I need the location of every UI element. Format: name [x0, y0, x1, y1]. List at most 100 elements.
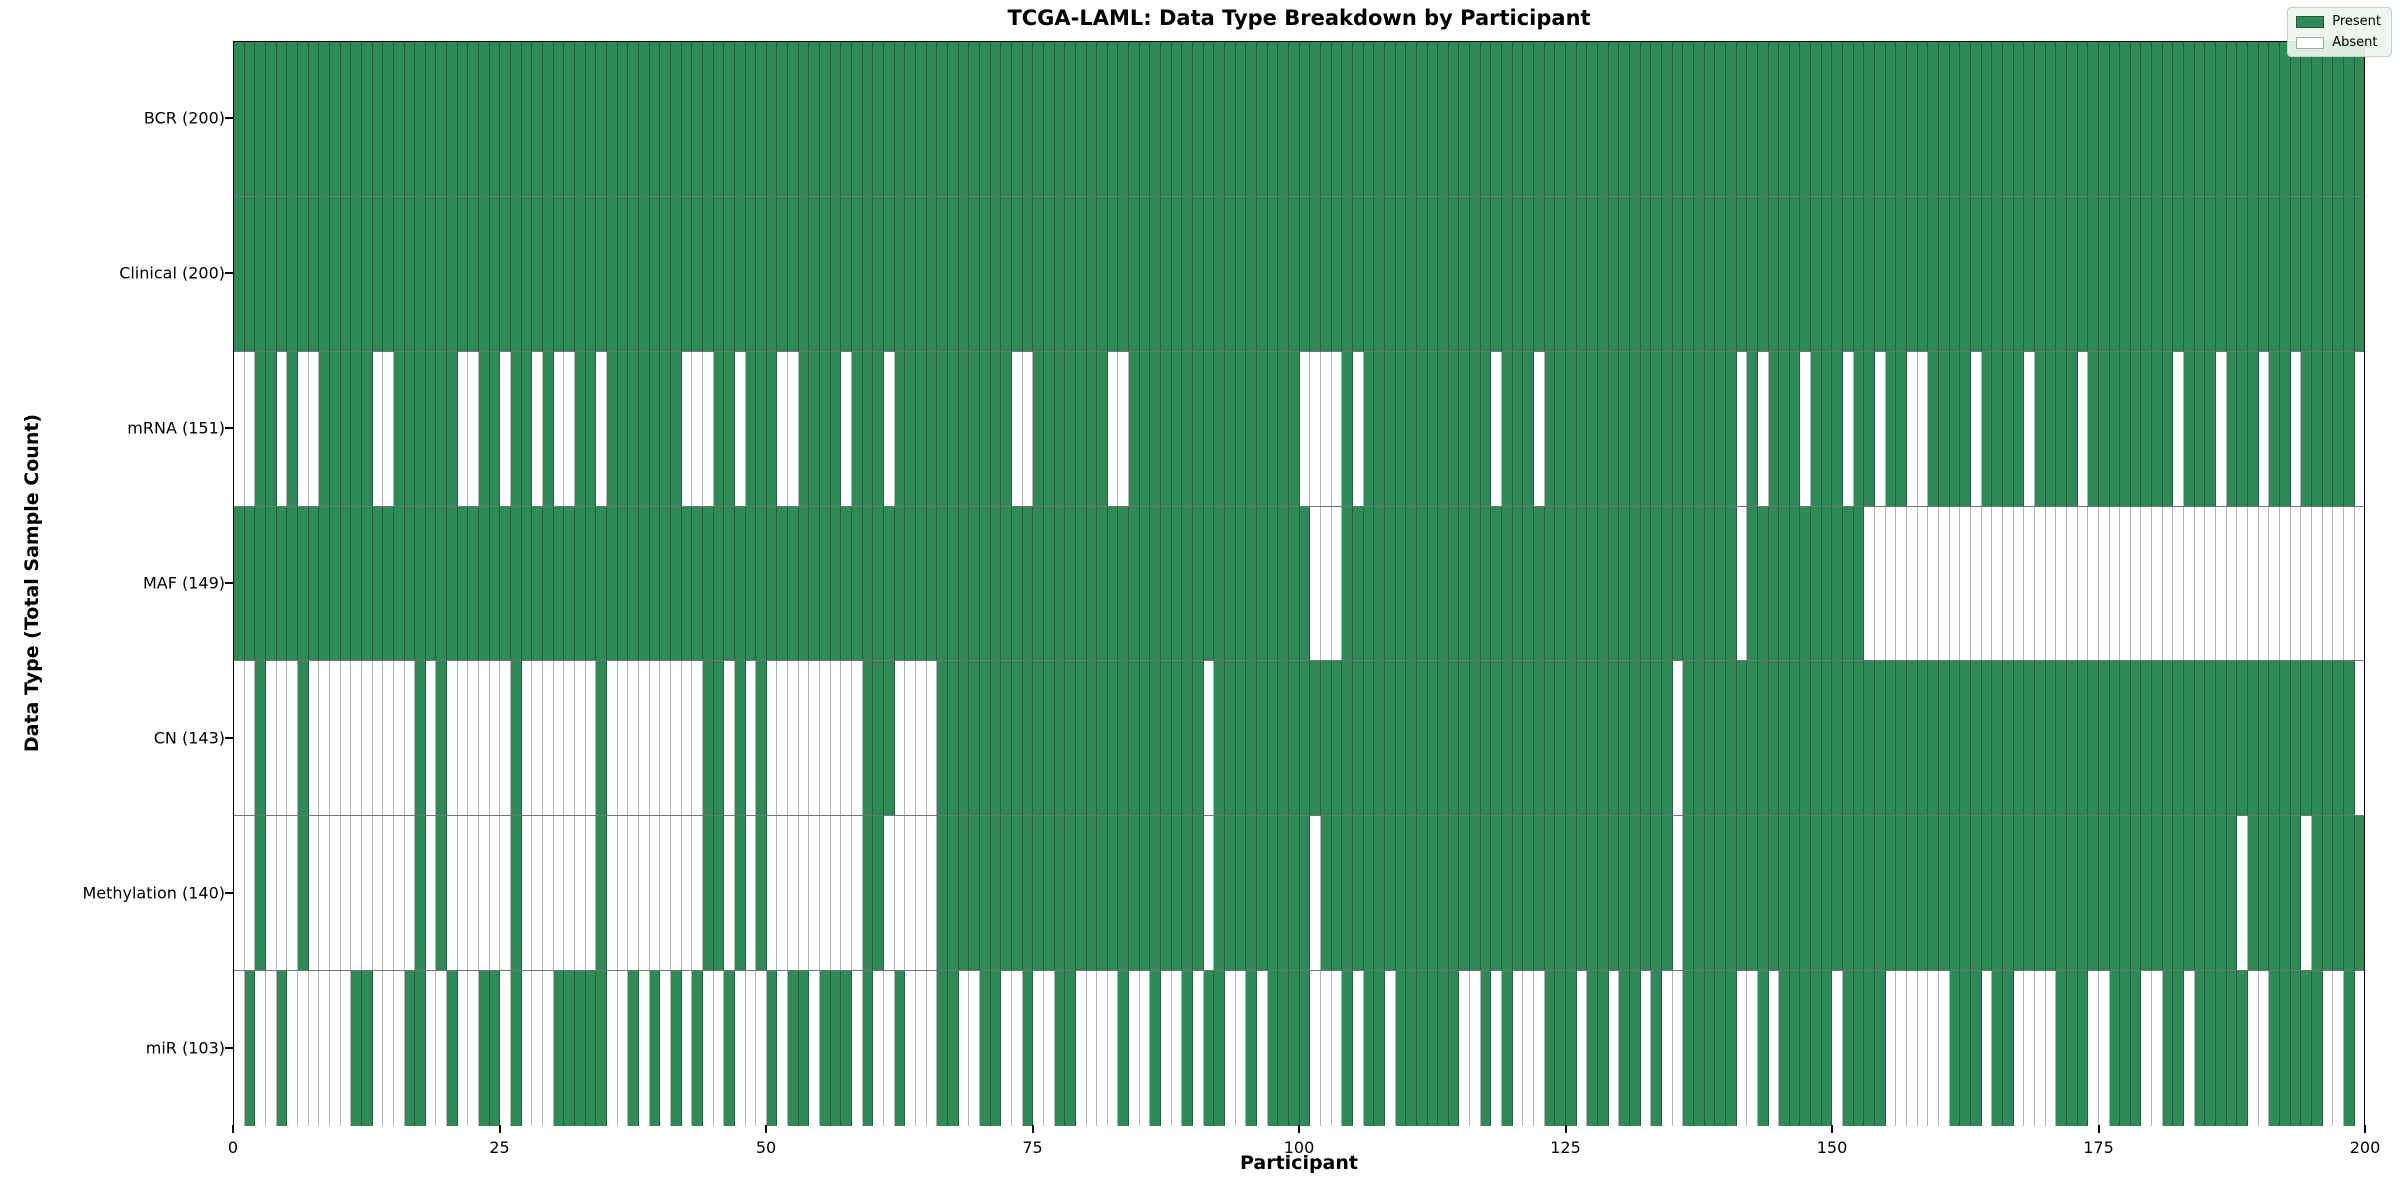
heatmap-cell	[1672, 351, 1684, 506]
heatmap-cell	[1225, 351, 1236, 506]
heatmap-cell	[670, 971, 682, 1126]
heatmap-cell	[255, 351, 266, 506]
x-tick-label-50: 50	[755, 1138, 777, 1157]
heatmap-cell	[916, 971, 927, 1126]
heatmap-cell	[1757, 971, 1769, 1126]
heatmap-cell	[351, 816, 362, 971]
heatmap-cell	[2045, 661, 2057, 816]
heatmap-cell	[862, 816, 874, 971]
heatmap-cell	[596, 351, 607, 506]
heatmap-cell	[1970, 351, 1982, 506]
heatmap-cell	[1139, 971, 1151, 1126]
heatmap-cell	[1065, 661, 1076, 816]
heatmap-cell	[1331, 661, 1343, 816]
heatmap-cell	[1747, 506, 1758, 661]
heatmap-cell	[2248, 506, 2259, 661]
heatmap-cell	[532, 816, 544, 971]
heatmap-cell	[1086, 506, 1098, 661]
heatmap-cell	[841, 971, 853, 1126]
heatmap-cell	[2120, 42, 2131, 196]
heatmap-cell	[1715, 506, 1726, 661]
heatmap-cell	[521, 816, 533, 971]
heatmap-cell	[1075, 351, 1087, 506]
heatmap-cell	[234, 351, 245, 506]
heatmap-cell	[1661, 816, 1673, 971]
heatmap-cell	[2098, 42, 2110, 196]
heatmap-cell	[1757, 351, 1769, 506]
heatmap-cell	[1747, 196, 1758, 351]
heatmap-cell	[2269, 42, 2280, 196]
heatmap-cell	[1438, 816, 1449, 971]
heatmap-cell	[1640, 971, 1652, 1126]
heatmap-cell	[1939, 971, 1950, 1126]
heatmap-cell	[745, 506, 757, 661]
heatmap-cell	[894, 196, 906, 351]
heatmap-cell	[1001, 351, 1012, 506]
heatmap-cell	[1352, 816, 1364, 971]
heatmap-cell	[1715, 42, 1726, 196]
heatmap-cell	[1949, 351, 1961, 506]
heatmap-cell	[340, 42, 352, 196]
heatmap-cell	[1544, 816, 1556, 971]
heatmap-cell	[1917, 42, 1929, 196]
heatmap-cell	[2045, 351, 2057, 506]
heatmap-cell	[692, 196, 703, 351]
heatmap-cell	[628, 971, 639, 1126]
heatmap-cell	[1779, 971, 1790, 1126]
heatmap-cell	[1629, 816, 1641, 971]
heatmap-cell	[1779, 351, 1790, 506]
heatmap-cell	[287, 42, 298, 196]
heatmap-cell	[1566, 816, 1577, 971]
heatmap-cell	[2024, 42, 2035, 196]
heatmap-cell	[308, 816, 320, 971]
heatmap-cell	[244, 506, 256, 661]
heatmap-cell	[2034, 971, 2046, 1126]
heatmap-cell	[1267, 351, 1279, 506]
heatmap-cell	[2152, 506, 2163, 661]
x-tick-mark	[1564, 1125, 1567, 1133]
heatmap-cell	[1480, 196, 1492, 351]
heatmap-cell	[1779, 816, 1790, 971]
heatmap-cell	[1608, 351, 1620, 506]
heatmap-cell	[1534, 816, 1545, 971]
heatmap-cell	[234, 971, 245, 1126]
heatmap-cell	[1928, 971, 1939, 1126]
heatmap-cell	[1161, 42, 1172, 196]
heatmap-cell	[2301, 196, 2312, 351]
heatmap-cell	[1171, 971, 1183, 1126]
heatmap-cell	[958, 506, 970, 661]
heatmap-cell	[1960, 506, 1971, 661]
heatmap-cell	[2258, 42, 2270, 196]
heatmap-cell	[2141, 196, 2153, 351]
heatmap-cell	[2237, 816, 2249, 971]
heatmap-cell	[489, 42, 501, 196]
heatmap-cell	[1363, 196, 1375, 351]
heatmap-cell	[2184, 196, 2195, 351]
heatmap-cell	[713, 971, 725, 1126]
heatmap-cell	[1896, 661, 1908, 816]
heatmap-cell	[649, 196, 661, 351]
heatmap-cell	[447, 196, 458, 351]
heatmap-cell	[1576, 506, 1588, 661]
heatmap-cell	[308, 661, 320, 816]
heatmap-cell	[1363, 661, 1375, 816]
heatmap-cell	[468, 196, 480, 351]
heatmap-cell	[969, 816, 980, 971]
heatmap-cell	[1629, 661, 1641, 816]
heatmap-cell	[1608, 196, 1620, 351]
heatmap-cell	[734, 661, 746, 816]
heatmap-cell	[244, 351, 256, 506]
heatmap-cell	[1875, 351, 1886, 506]
heatmap-cell	[1267, 816, 1279, 971]
heatmap-cell	[1864, 971, 1876, 1126]
heatmap-cell	[681, 42, 693, 196]
heatmap-cell	[2333, 661, 2344, 816]
heatmap-cell	[1054, 816, 1066, 971]
heatmap-cell	[1715, 196, 1726, 351]
heatmap-cell	[1768, 42, 1780, 196]
heatmap-cell	[724, 971, 735, 1126]
heatmap-cell	[1161, 351, 1172, 506]
heatmap-cell	[820, 351, 831, 506]
heatmap-cell	[2024, 506, 2035, 661]
heatmap-cell	[1384, 42, 1396, 196]
